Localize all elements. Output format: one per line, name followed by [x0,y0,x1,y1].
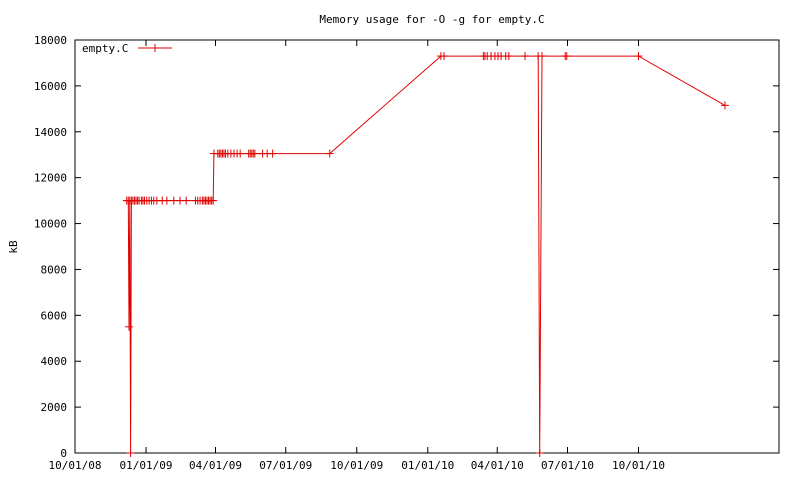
data-point [162,196,171,205]
data-point [126,449,135,457]
legend: empty.C [82,42,172,55]
y-tick-label: 16000 [34,80,67,93]
y-tick-label: 8000 [41,263,68,276]
y-axis-label: kB [7,240,20,254]
y-tick-label: 2000 [41,401,68,414]
data-point [182,196,191,205]
data-point [125,322,134,331]
x-axis: 10/01/08 01/01/09 04/01/09 07/01/09 10/01/09… [49,40,665,472]
y-tick-label: 6000 [41,309,68,322]
y-tick-label: 14000 [34,126,67,139]
data-point [720,101,729,110]
x-tick-label: 07/01/10 [541,459,594,472]
legend-label-empty-c: empty.C [82,42,128,55]
y-tick-label: 12000 [34,172,67,185]
y-axis: 0 2000 4000 6000 8000 10000 12000 14000 16000 180… [34,34,779,460]
data-point [521,52,530,61]
x-tick-label: 10/01/08 [49,459,102,472]
y-tick-label: 10000 [34,218,67,231]
y-tick-label: 0 [60,447,67,460]
x-tick-label: 04/01/09 [189,459,242,472]
chart-title: Memory usage for -O -g for empty.C [319,13,544,26]
x-tick-label: 04/01/10 [471,459,524,472]
data-point [439,52,448,61]
x-tick-label: 01/01/09 [120,459,173,472]
x-tick-label: 07/01/09 [259,459,312,472]
data-point [634,52,643,61]
series-line-empty-c [126,55,726,454]
series-group [122,52,729,457]
data-point [538,52,547,61]
x-tick-label: 10/01/10 [612,459,665,472]
data-point [504,52,513,61]
y-tick-label: 4000 [41,355,68,368]
x-tick-label: 01/01/10 [401,459,454,472]
data-point [325,149,334,158]
x-tick-label: 10/01/09 [330,459,383,472]
data-point [562,52,571,61]
y-tick-label: 18000 [34,34,67,47]
data-point [250,149,259,158]
data-point [268,149,277,158]
plot-area-border [74,39,780,454]
data-point [535,449,544,457]
data-point [236,149,245,158]
data-point [209,196,218,205]
